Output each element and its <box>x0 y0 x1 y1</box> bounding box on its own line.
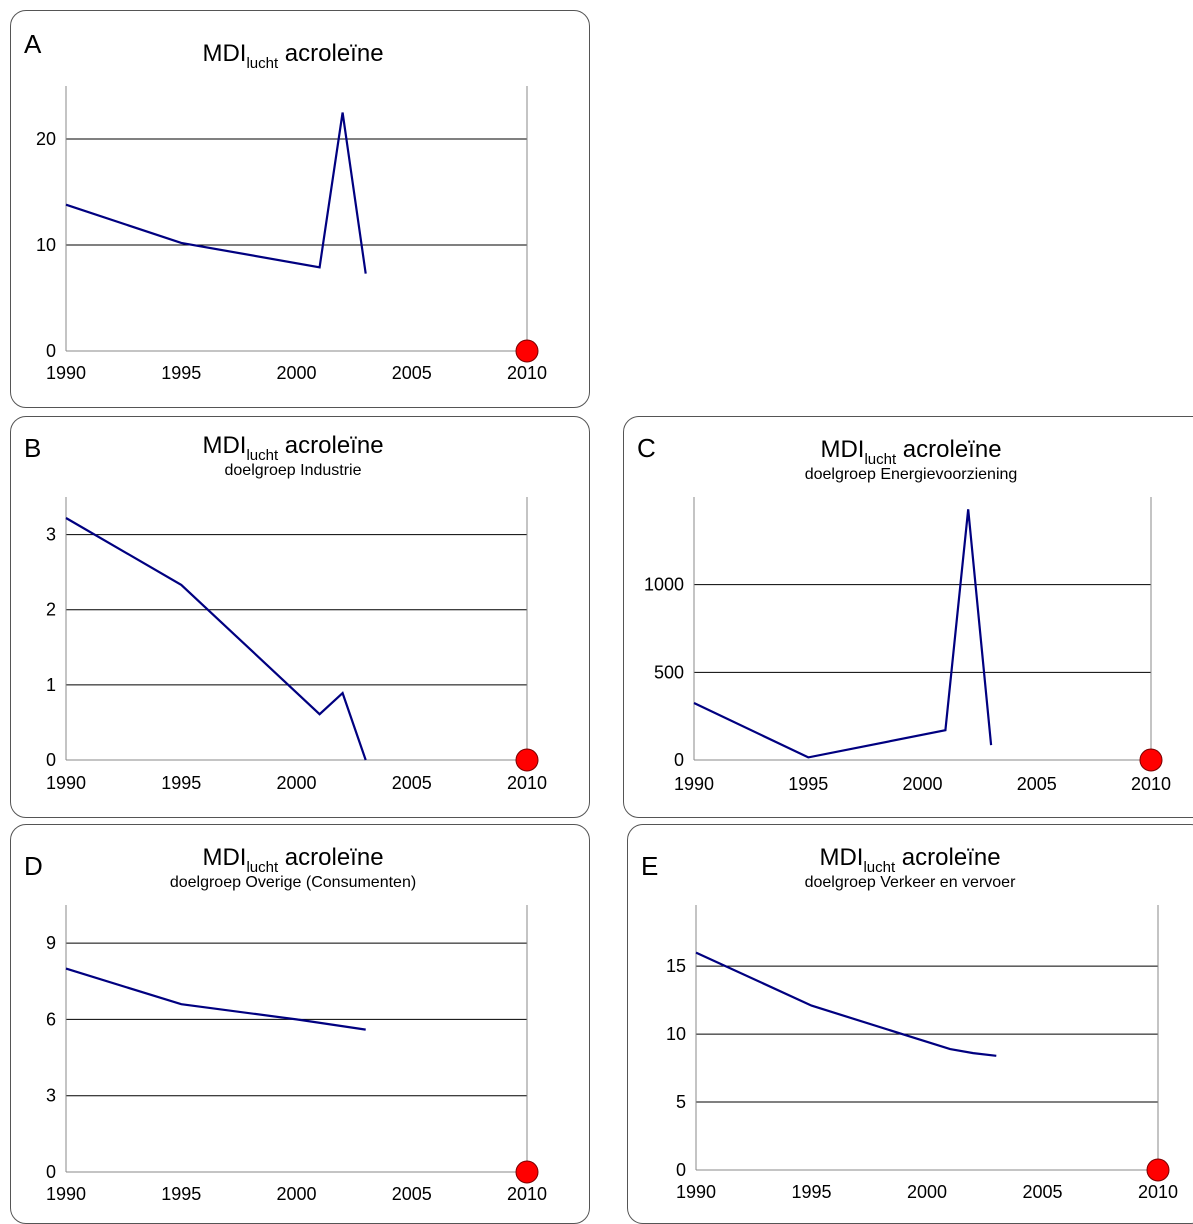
x-tick-label: 1995 <box>161 773 201 793</box>
y-tick-label: 3 <box>46 525 56 545</box>
y-tick-label: 6 <box>46 1009 56 1029</box>
chart-subtitle: doelgroep Verkeer en vervoer <box>805 874 1016 891</box>
x-tick-label: 1990 <box>46 773 86 793</box>
series-line <box>65 517 367 761</box>
chart-subtitle: doelgroep Overige (Consumenten) <box>170 874 416 891</box>
y-tick-label: 3 <box>46 1086 56 1106</box>
x-tick-label: 2000 <box>907 1182 947 1202</box>
x-tick-label: 1995 <box>161 363 201 383</box>
x-tick-label: 1990 <box>676 1182 716 1202</box>
chart-title: MDIlucht acroleïne <box>202 432 383 464</box>
y-tick-label: 0 <box>46 1162 56 1182</box>
series-line <box>693 509 993 759</box>
y-tick-label: 10 <box>666 1024 686 1044</box>
y-tick-label: 15 <box>666 956 686 976</box>
panel-letter: D <box>24 851 43 881</box>
x-tick-label: 2005 <box>1022 1182 1062 1202</box>
x-tick-label: 2010 <box>507 363 547 383</box>
y-tick-label: 1000 <box>644 575 684 595</box>
x-tick-label: 2000 <box>902 774 942 794</box>
y-tick-label: 9 <box>46 933 56 953</box>
y-tick-label: 0 <box>676 1160 686 1180</box>
chart-panel-a: A MDIlucht acroleïne 0 10 20 1990 1995 2000 2005… <box>10 10 590 408</box>
x-tick-label: 2010 <box>1138 1182 1178 1202</box>
x-tick-label: 1990 <box>674 774 714 794</box>
target-2010-dot <box>515 1160 539 1184</box>
chart-title: MDIlucht acroleïne <box>202 844 383 876</box>
chart-subtitle: doelgroep Energievoorziening <box>805 466 1018 483</box>
chart-title: MDIlucht acroleïne <box>202 40 383 72</box>
panel-letter: B <box>24 433 41 463</box>
x-tick-label: 2000 <box>276 773 316 793</box>
series-line <box>695 951 997 1057</box>
chart-panel-e: E MDIlucht acroleïne doelgroep Verkeer en … <box>627 824 1193 1224</box>
chart-panel-c: C MDIlucht acroleïne doelgroep Energievoor… <box>623 416 1193 818</box>
x-tick-label: 1995 <box>788 774 828 794</box>
x-tick-label: 2010 <box>1131 774 1171 794</box>
chart-title: MDIlucht acroleïne <box>820 436 1001 468</box>
y-tick-label: 500 <box>654 662 684 682</box>
x-tick-label: 2005 <box>392 773 432 793</box>
panel-letter: C <box>637 433 656 463</box>
x-tick-label: 2005 <box>392 1184 432 1204</box>
y-tick-label: 2 <box>46 600 56 620</box>
panel-letter: E <box>641 851 658 881</box>
x-tick-label: 1995 <box>791 1182 831 1202</box>
x-tick-label: 2010 <box>507 1184 547 1204</box>
target-2010-dot <box>1146 1158 1170 1182</box>
x-tick-label: 2005 <box>392 363 432 383</box>
chart-subtitle: doelgroep Industrie <box>225 462 362 479</box>
x-tick-label: 2005 <box>1017 774 1057 794</box>
target-2010-dot <box>1139 748 1163 772</box>
y-tick-label: 0 <box>46 750 56 770</box>
panel-letter: A <box>24 29 42 59</box>
x-tick-label: 1990 <box>46 1184 86 1204</box>
x-tick-label: 2010 <box>507 773 547 793</box>
series-line <box>65 967 366 1031</box>
x-tick-label: 1995 <box>161 1184 201 1204</box>
y-tick-label: 5 <box>676 1092 686 1112</box>
y-tick-label: 0 <box>674 750 684 770</box>
chart-title: MDIlucht acroleïne <box>819 844 1000 876</box>
chart-panel-b: B MDIlucht acroleïne doelgroep Industrie 0 1… <box>10 416 590 818</box>
y-tick-label: 20 <box>36 129 56 149</box>
x-tick-label: 2000 <box>276 1184 316 1204</box>
target-2010-dot <box>515 748 539 772</box>
chart-panel-d: D MDIlucht acroleïne doelgroep Overige (Co… <box>10 824 590 1224</box>
target-2010-dot <box>515 339 539 363</box>
x-tick-label: 1990 <box>46 363 86 383</box>
series-line <box>65 112 367 274</box>
x-tick-label: 2000 <box>276 363 316 383</box>
y-tick-label: 10 <box>36 235 56 255</box>
chart-svg: A MDIlucht acroleïne 0 10 20 1990 1995 2000 2005… <box>24 29 547 383</box>
y-tick-label: 1 <box>46 675 56 695</box>
y-tick-label: 0 <box>46 341 56 361</box>
